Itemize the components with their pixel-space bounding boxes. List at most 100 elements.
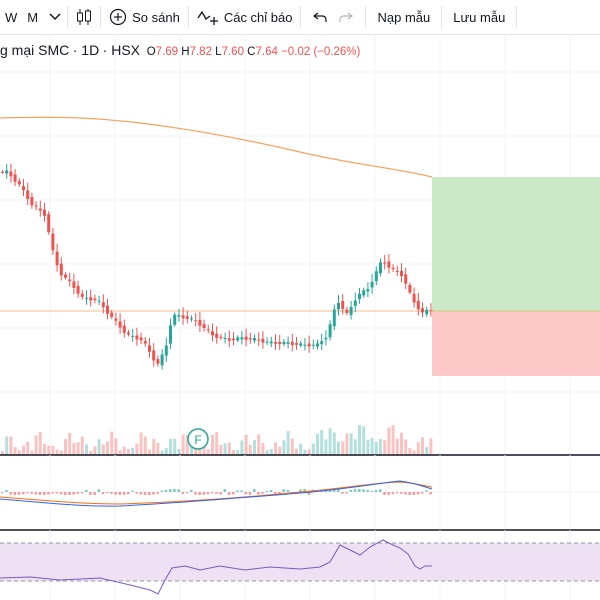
candle-body (169, 325, 172, 344)
macd-histogram-bar (181, 492, 185, 494)
earnings-marker-label: F (194, 433, 201, 447)
price-pane[interactable]: F (0, 34, 600, 455)
volume-bar (290, 438, 294, 455)
candle-body (337, 302, 340, 310)
volume-bar (303, 449, 307, 455)
macd-histogram-bar (416, 492, 420, 495)
indicators-button[interactable]: Các chỉ báo (189, 0, 301, 34)
candle-body (97, 300, 101, 302)
redo-button[interactable] (333, 0, 365, 34)
candle-body (219, 337, 223, 339)
macd-histogram-bar (379, 489, 382, 492)
volume-bar (26, 441, 30, 455)
macd-histogram-bar (257, 492, 260, 495)
volume-bar (412, 450, 416, 455)
volume-bar (370, 437, 374, 455)
volume-bar (341, 441, 345, 455)
candle-body (223, 337, 227, 340)
volume-bar (139, 432, 143, 455)
candle-body (38, 208, 42, 211)
volume-bar (97, 439, 101, 455)
macd-histogram-bar (1, 492, 4, 493)
rsi-band (0, 543, 600, 581)
candle-body (395, 271, 399, 273)
volume-bar (135, 443, 139, 455)
compare-label: So sánh (132, 9, 180, 25)
macd-histogram-bar (194, 492, 197, 495)
candle-body (404, 274, 408, 284)
macd-histogram-bar (332, 489, 336, 492)
candle-body (379, 262, 382, 274)
macd-histogram-bar (358, 489, 361, 492)
volume-bar (253, 440, 256, 455)
volume-bar (198, 448, 202, 455)
candle-body (261, 338, 265, 343)
volume-bar (202, 444, 206, 455)
toolbar-separator (300, 6, 302, 28)
moving-average-line (0, 116, 433, 178)
legend-dot: · (72, 42, 82, 58)
chart-type-button[interactable] (68, 0, 100, 34)
candle-body (152, 350, 156, 361)
volume-bar (404, 439, 408, 455)
candle-body (181, 315, 185, 319)
volume-bar (265, 450, 269, 455)
candle-body (30, 196, 34, 206)
macd-histogram-bar (185, 492, 189, 494)
macd-histogram-bar (72, 492, 75, 495)
toolbar-separator (365, 6, 367, 28)
macd-pane[interactable] (0, 455, 600, 530)
macd-histogram-bar (248, 492, 252, 495)
macd-histogram-bar (391, 492, 395, 495)
candle-body (80, 293, 84, 297)
macd-histogram-bar (118, 492, 122, 495)
volume-bar (215, 432, 219, 455)
volume-bar (425, 447, 429, 455)
candle-body (274, 342, 277, 344)
candle-body (51, 233, 55, 251)
volume-bar (13, 447, 17, 455)
candle-body (43, 209, 46, 216)
macd-histogram-bar (55, 492, 59, 494)
close-label: C (247, 46, 256, 58)
macd-histogram-bar (13, 492, 17, 495)
macd-histogram-bar (173, 489, 176, 492)
candle-body (114, 318, 118, 321)
interval-dropdown-button[interactable] (43, 0, 67, 34)
volume-series (1, 425, 433, 455)
candle-body (358, 293, 361, 299)
macd-histogram-bar (127, 492, 130, 495)
symbol-title[interactable]: g mại SMC (0, 42, 70, 58)
interval-m-button[interactable]: M (27, 9, 39, 25)
target-zone[interactable] (432, 177, 600, 312)
volume-bar (383, 440, 387, 455)
macd-histogram-bar (64, 492, 67, 495)
undo-button[interactable] (301, 0, 333, 34)
volume-bar (320, 430, 324, 455)
candle-body (190, 318, 193, 320)
candle-body (55, 251, 59, 266)
interval-w-button[interactable]: W (5, 9, 18, 25)
earnings-marker[interactable]: F (187, 428, 209, 450)
load-template-button[interactable]: Nạp mẫu (377, 9, 431, 25)
candle-body (307, 343, 311, 347)
candle-body (324, 337, 328, 340)
volume-bar (416, 442, 420, 455)
candle-body (68, 279, 72, 282)
rsi-pane[interactable] (0, 530, 600, 600)
volume-bar (366, 439, 370, 455)
candle-body (253, 338, 256, 341)
high-value: 7.82 (189, 46, 212, 58)
candle-body (202, 324, 206, 329)
macd-histogram-bar (169, 489, 172, 492)
macd-histogram-bar (139, 492, 143, 495)
volume-bar (106, 441, 109, 455)
compare-button[interactable]: So sánh (101, 0, 188, 34)
volume-bar (194, 448, 198, 455)
save-template-button[interactable]: Lưu mẫu (453, 9, 506, 25)
undo-icon (313, 12, 328, 22)
stop-zone[interactable] (432, 312, 600, 376)
chart-area[interactable]: F (0, 34, 600, 600)
volume-bar (89, 450, 93, 455)
candlestick-icon (77, 9, 92, 25)
